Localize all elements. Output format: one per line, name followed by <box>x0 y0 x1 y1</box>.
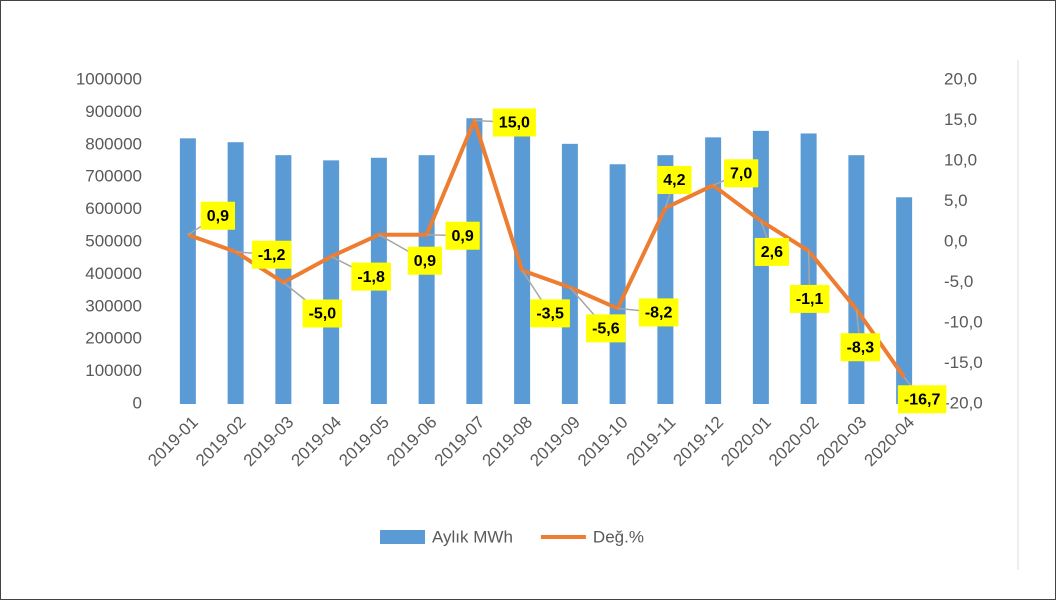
data-label-text: -1,1 <box>796 291 824 308</box>
y-tick-label: 0 <box>133 393 142 412</box>
data-label-box <box>200 201 235 230</box>
data-label: -16,7 <box>897 385 947 414</box>
y2-tick-label: 15,0 <box>944 110 977 129</box>
y2-tick-label: -5,0 <box>944 272 973 291</box>
y-tick-label: 500000 <box>85 231 142 250</box>
data-label-box <box>492 108 536 137</box>
data-label-box <box>840 333 881 362</box>
bar <box>275 155 292 404</box>
line <box>187 118 906 379</box>
y-tick-label: 600000 <box>85 199 142 218</box>
data-label-box <box>445 221 480 250</box>
y-tick-label: 700000 <box>85 167 142 186</box>
data-label: 15,0 <box>492 108 536 137</box>
y2-tick-label: 5,0 <box>944 191 968 210</box>
data-label: -5,0 <box>302 299 343 328</box>
bar <box>323 160 340 404</box>
data-label-box <box>638 298 679 327</box>
data-label: -1,1 <box>789 284 830 313</box>
data-label-box <box>351 262 391 291</box>
data-label-text: 0,9 <box>207 208 229 225</box>
data-label: -5,6 <box>586 314 626 343</box>
data-label-text: 2,6 <box>761 244 783 261</box>
data-label: 2,6 <box>754 237 789 266</box>
data-label-box <box>789 284 830 313</box>
y-tick-label: 100000 <box>85 361 142 380</box>
y2-tick-label: -10,0 <box>944 312 983 331</box>
data-label-box <box>657 165 692 194</box>
y-tick-label: 1000000 <box>76 69 142 88</box>
data-label: 0,9 <box>200 201 235 230</box>
y2-tick-label: 0,0 <box>944 231 968 250</box>
data-label-text: -1,2 <box>258 247 286 264</box>
bar <box>752 130 769 405</box>
data-label-text: 15,0 <box>499 115 530 132</box>
bar <box>705 137 722 404</box>
y-tick-label: 800000 <box>85 134 142 153</box>
data-label-text: 7,0 <box>730 166 752 183</box>
data-label: -8,2 <box>638 298 679 327</box>
data-label-box <box>754 237 789 266</box>
bar <box>227 142 244 404</box>
y2-tick-label: -15,0 <box>944 353 983 372</box>
bar <box>418 155 435 404</box>
y2-tick-label: -20,0 <box>944 393 983 412</box>
bar <box>896 197 913 404</box>
data-label: 4,2 <box>657 165 692 194</box>
data-label: 0,9 <box>407 246 442 275</box>
y-tick-label: 900000 <box>85 102 142 121</box>
data-label-text: 4,2 <box>663 172 685 189</box>
data-label-text: -3,5 <box>536 306 564 323</box>
data-label-box <box>897 385 947 414</box>
data-label-box <box>407 246 442 275</box>
legend-swatch <box>380 530 425 544</box>
data-label-text: -8,3 <box>847 339 875 356</box>
data-label-text: -5,6 <box>592 321 620 338</box>
bar <box>179 138 196 404</box>
data-label: -1,8 <box>351 262 391 291</box>
data-label: 7,0 <box>724 159 759 188</box>
data-label: -8,3 <box>840 333 881 362</box>
data-label: -3,5 <box>530 299 570 328</box>
data-label-text: -1,8 <box>357 269 385 286</box>
bar <box>561 143 578 404</box>
y-tick-label: 300000 <box>85 296 142 315</box>
data-label-box <box>251 240 292 269</box>
data-label-box <box>302 299 343 328</box>
data-label-text: -8,2 <box>645 305 673 322</box>
data-label-text: -5,0 <box>309 306 337 323</box>
legend-label: Aylık MWh <box>432 527 513 546</box>
bar <box>848 155 865 404</box>
bar <box>466 118 483 405</box>
data-label: 0,9 <box>445 221 480 250</box>
data-label-text: 0,9 <box>414 253 436 270</box>
data-label-box <box>586 314 626 343</box>
y-tick-label: 400000 <box>85 264 142 283</box>
data-label-box <box>530 299 570 328</box>
data-label-box <box>724 159 759 188</box>
y2-tick-label: 10,0 <box>944 150 977 169</box>
bar <box>609 164 626 404</box>
data-label-text: -16,7 <box>904 391 941 408</box>
y-tick-label: 200000 <box>85 329 142 348</box>
data-label-text: 0,9 <box>452 228 474 245</box>
legend-label: Değ.% <box>593 527 644 546</box>
data-label: -1,2 <box>251 240 292 269</box>
y2-tick-label: 20,0 <box>944 69 977 88</box>
